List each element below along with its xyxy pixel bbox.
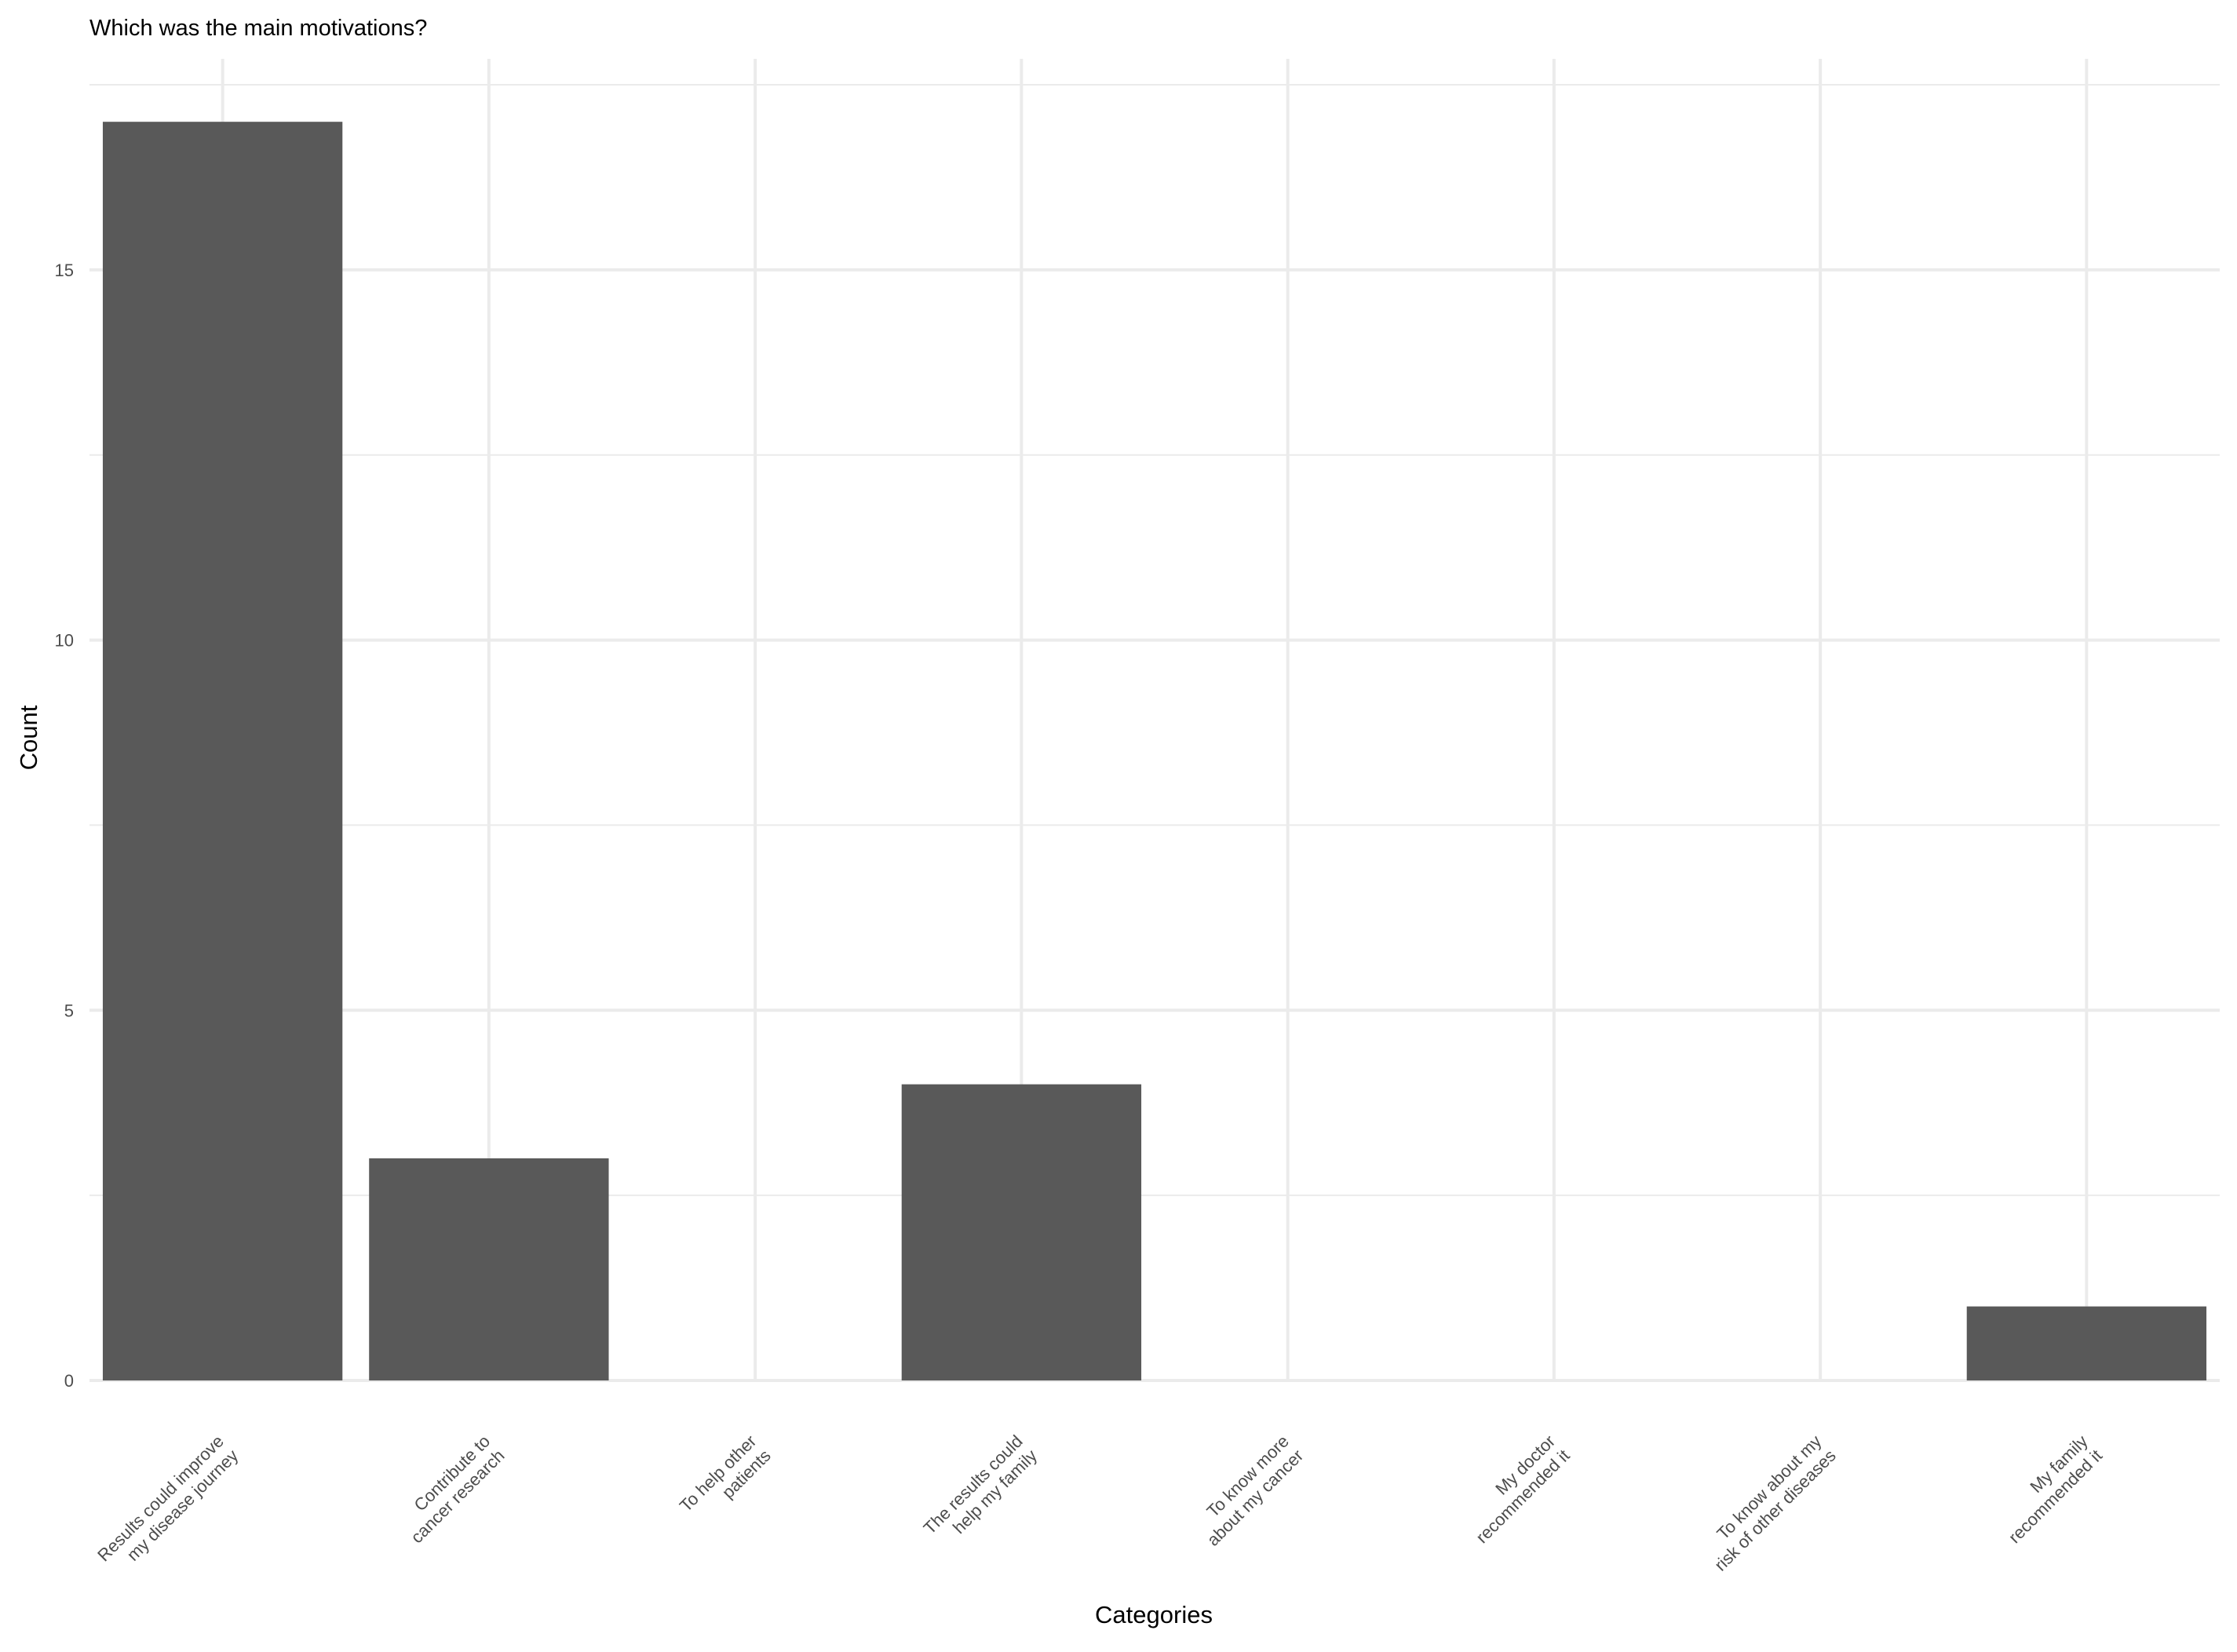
y-axis-ticks: 0 5 10 15 — [55, 261, 74, 1391]
x-tick-label: To know about myrisk of other diseases — [1696, 1431, 1840, 1575]
x-tick-label-line: risk of other diseases — [1710, 1446, 1840, 1575]
bar — [102, 122, 343, 1381]
bar — [369, 1158, 609, 1380]
x-axis-title: Categories — [1095, 1601, 1213, 1628]
x-tick-label: My familyrecommended it — [1990, 1431, 2106, 1548]
bar — [901, 1084, 1142, 1380]
y-axis-title: Count — [15, 705, 42, 770]
x-tick-label: To know moreabout my cancer — [1188, 1431, 1307, 1550]
x-axis-ticks: Results could improvemy disease journey C… — [93, 1431, 2106, 1580]
y-tick-label: 5 — [64, 1001, 74, 1020]
y-tick-label: 0 — [64, 1371, 74, 1391]
x-tick-label: The results couldhelp my family — [920, 1431, 1042, 1553]
grid — [89, 59, 2220, 1382]
y-tick-label: 10 — [55, 631, 74, 651]
x-tick-label: My doctorrecommended it — [1458, 1431, 1574, 1548]
x-tick-label-line: Results could improve — [93, 1431, 228, 1566]
bars — [102, 122, 2207, 1381]
x-tick-label: Contribute tocancer research — [392, 1431, 509, 1548]
chart-title: Which was the main motivations? — [89, 16, 427, 41]
x-tick-label: Results could improvemy disease journey — [93, 1431, 242, 1580]
bar — [1966, 1306, 2207, 1380]
x-tick-label: To help otherpatients — [676, 1431, 775, 1530]
y-tick-label: 15 — [55, 261, 74, 280]
